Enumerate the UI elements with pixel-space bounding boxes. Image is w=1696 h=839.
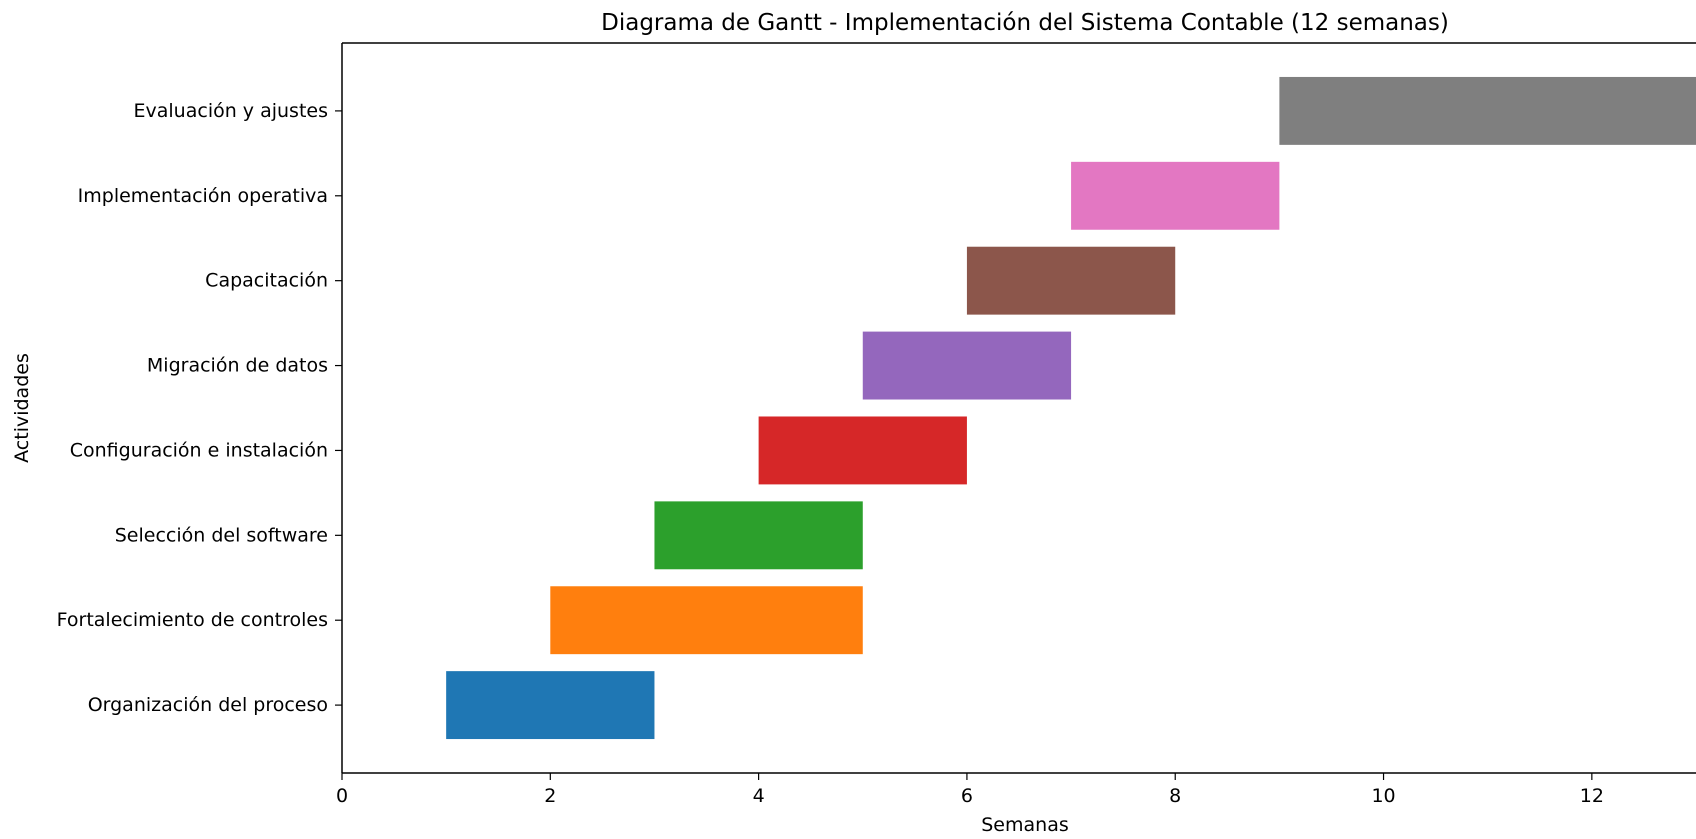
- bars-layer: [446, 76, 1696, 740]
- y-tick-label: Selección del software: [115, 524, 328, 546]
- y-tick-label: Fortalecimiento de controles: [57, 609, 328, 631]
- x-axis-label: Semanas: [981, 814, 1069, 835]
- gantt-bar: [1279, 76, 1696, 145]
- y-tick-label: Implementación operativa: [78, 185, 328, 207]
- x-tick-label: 12: [1580, 785, 1604, 807]
- y-tick-label: Migración de datos: [147, 355, 328, 377]
- chart-title: Diagrama de Gantt - Implementación del S…: [601, 10, 1449, 36]
- y-tick-label: Configuración e instalación: [70, 439, 328, 461]
- gantt-bar: [862, 331, 1072, 400]
- axes-layer: [341, 42, 1696, 774]
- x-ticks-layer: 0 2 4 6 8 10 12: [336, 773, 1604, 807]
- x-tick-label: 2: [544, 785, 556, 807]
- gantt-bar: [654, 501, 863, 570]
- x-tick-label: 10: [1371, 785, 1395, 807]
- gantt-bar: [758, 416, 967, 485]
- gantt-bar: [966, 246, 1176, 315]
- x-tick-label: 4: [753, 785, 765, 807]
- x-tick-label: 8: [1169, 785, 1181, 807]
- y-tick-label: Evaluación y ajustes: [134, 100, 328, 122]
- x-tick-label: 0: [336, 785, 348, 807]
- gantt-bar: [1071, 161, 1280, 230]
- y-ticks-layer: Organización del proceso Fortalecimiento …: [57, 100, 342, 716]
- y-tick-label: Organización del proceso: [88, 694, 328, 716]
- y-tick-label: Capacitación: [205, 270, 328, 292]
- y-axis-label: Actividades: [11, 353, 33, 463]
- gantt-bar: [550, 586, 863, 655]
- x-tick-label: 6: [961, 785, 973, 807]
- gantt-bar: [446, 671, 655, 740]
